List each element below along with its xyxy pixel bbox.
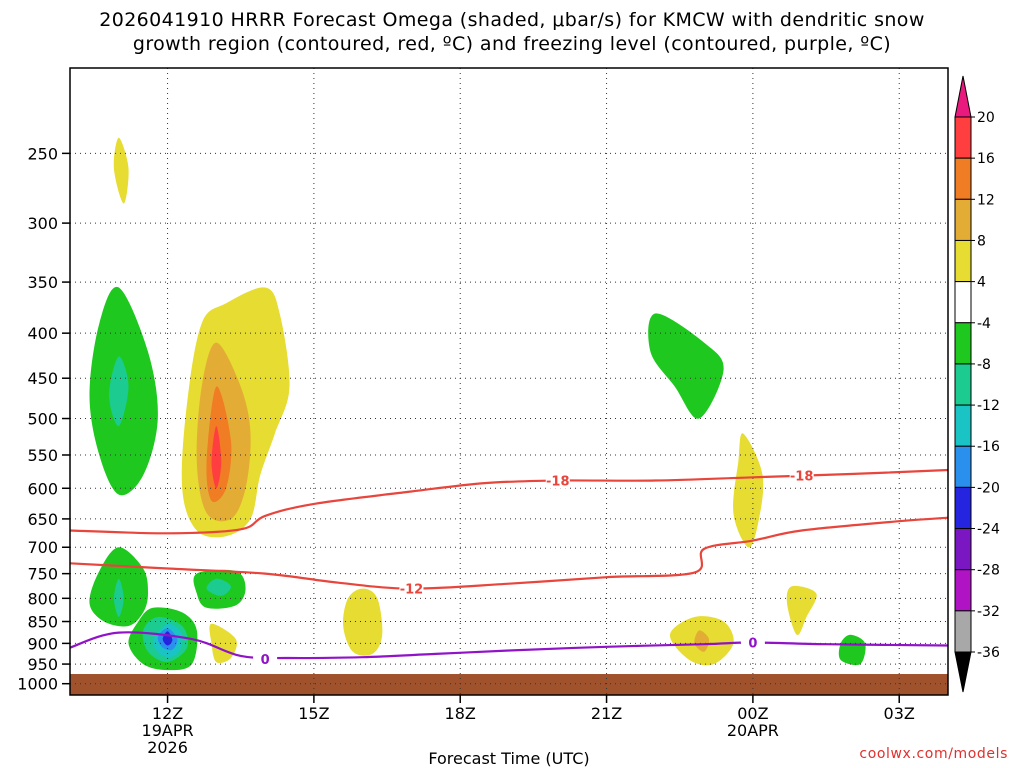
contour-label--12-0: -12 [400, 583, 424, 598]
colorbar-label-2: 12 [977, 192, 995, 208]
x-tick-label-00Z: 00Z [737, 704, 768, 723]
contour-label--18-0: -18 [546, 475, 570, 490]
contour-label-bg--12-0 [399, 580, 424, 597]
colorbar-bottom-arrow [954, 651, 972, 693]
ground-surface [70, 674, 948, 695]
watermark: coolwx.com/models [859, 746, 1008, 762]
y-tick-label-650: 650 [27, 510, 58, 529]
colorbar-band-9 [954, 486, 972, 530]
omega-region-21 [694, 630, 710, 652]
colorbar-label-12: -32 [977, 604, 1000, 620]
chart-title-line-1: 2026041910 HRRR Forecast Omega (shaded, … [99, 9, 925, 31]
y-tick-label-800: 800 [27, 589, 58, 608]
contour-0 [70, 631, 948, 660]
contour--18 [70, 468, 948, 535]
colorbar-label-4: 4 [977, 275, 986, 291]
x-tick-label-21Z: 21Z [591, 704, 622, 723]
colorbar-band-11 [954, 569, 972, 612]
colorbar-band-12 [954, 610, 972, 653]
y-tick-label-600: 600 [27, 479, 58, 498]
x-axis-label: Forecast Time (UTC) [428, 749, 589, 768]
chart-title-line-2: growth region (contoured, red, ºC) and f… [132, 33, 892, 55]
x-tick-label-15Z: 15Z [298, 704, 329, 723]
y-tick-label-1000: 1000 [17, 675, 58, 694]
colorbar-band-1 [954, 157, 972, 200]
colorbar-label-0: 20 [977, 110, 995, 126]
contour-label--18-1: -18 [790, 469, 814, 484]
colorbar-label-13: -36 [977, 645, 1000, 661]
omega-region-15 [206, 578, 232, 596]
y-tick-label-500: 500 [27, 410, 58, 429]
omega-region-6 [211, 426, 222, 489]
contour--12 [70, 516, 948, 590]
x-tick-label-18Z: 18Z [445, 704, 476, 723]
colorbar-label-10: -24 [977, 522, 1000, 538]
omega-region-16 [209, 623, 237, 664]
colorbar-label-11: -28 [977, 563, 1000, 579]
x-tick-label-03Z: 03Z [884, 704, 915, 723]
colorbar-band-0 [954, 116, 972, 159]
y-axis: 250 300 350 400 450 500 550 600 650 700 750 800 850 9… [17, 144, 70, 694]
omega-fields [89, 137, 866, 671]
colorbar-label-3: 8 [977, 233, 986, 249]
y-tick-label-850: 850 [27, 613, 58, 632]
omega-region-23 [838, 634, 866, 666]
y-tick-label-750: 750 [27, 565, 58, 584]
x-tick-label-12Z: 12Z [152, 704, 183, 723]
colorbar-band-5 [954, 322, 972, 365]
omega-region-22 [786, 585, 817, 636]
y-tick-label-550: 550 [27, 446, 58, 465]
colorbar-band-10 [954, 528, 972, 571]
contour-label-bg--18-0 [545, 472, 570, 489]
omega-region-2 [109, 356, 129, 427]
x-tick-date-00Z: 20APR [727, 721, 779, 740]
y-tick-label-950: 950 [27, 655, 58, 674]
temperature-contours: -18 -18 -12 0 0 [70, 467, 948, 668]
plot-frame [69, 67, 949, 696]
colorbar-label-7: -12 [977, 398, 1000, 414]
y-tick-label-700: 700 [27, 538, 58, 557]
x-tick-year-12Z: 2026 [147, 738, 188, 757]
colorbar-band-6 [954, 363, 972, 406]
y-tick-label-400: 400 [27, 324, 58, 343]
x-tick-date-12Z: 19APR [142, 721, 194, 740]
colorbar-label-5: -4 [977, 316, 991, 332]
omega-region-18 [648, 313, 724, 419]
colorbar-label-1: 16 [977, 151, 995, 167]
contour-label-bg--18-1 [789, 467, 814, 484]
colorbar-band-3 [954, 239, 972, 283]
contour-label-bg-0-0 [253, 650, 278, 667]
colorbar-label-9: -20 [977, 480, 1000, 496]
y-tick-label-900: 900 [27, 634, 58, 653]
omega-region-17 [343, 588, 383, 656]
colorbar-band-7 [954, 404, 972, 447]
y-tick-label-250: 250 [27, 144, 58, 163]
contour-label-0-1: 0 [748, 637, 757, 652]
contour-label-bg-0-1 [740, 634, 765, 651]
y-tick-label-450: 450 [27, 369, 58, 388]
y-tick-label-350: 350 [27, 273, 58, 292]
omega-region-8 [113, 578, 124, 617]
colorbar-band-4 [954, 281, 972, 324]
colorbar: 20 16 12 8 4 -4 -8 -12 -16 -20 -24 -28 -32 -36 [954, 75, 1000, 693]
colorbar-label-6: -8 [977, 357, 991, 373]
omega-region-19 [733, 433, 764, 548]
omega-region-0 [113, 137, 129, 204]
colorbar-band-8 [954, 445, 972, 488]
ground-layer [70, 674, 948, 695]
contour-label-0-0: 0 [261, 653, 270, 668]
y-tick-label-300: 300 [27, 214, 58, 233]
colorbar-band-2 [954, 198, 972, 241]
colorbar-label-8: -16 [977, 439, 1000, 455]
colorbar-top-arrow [954, 75, 972, 118]
